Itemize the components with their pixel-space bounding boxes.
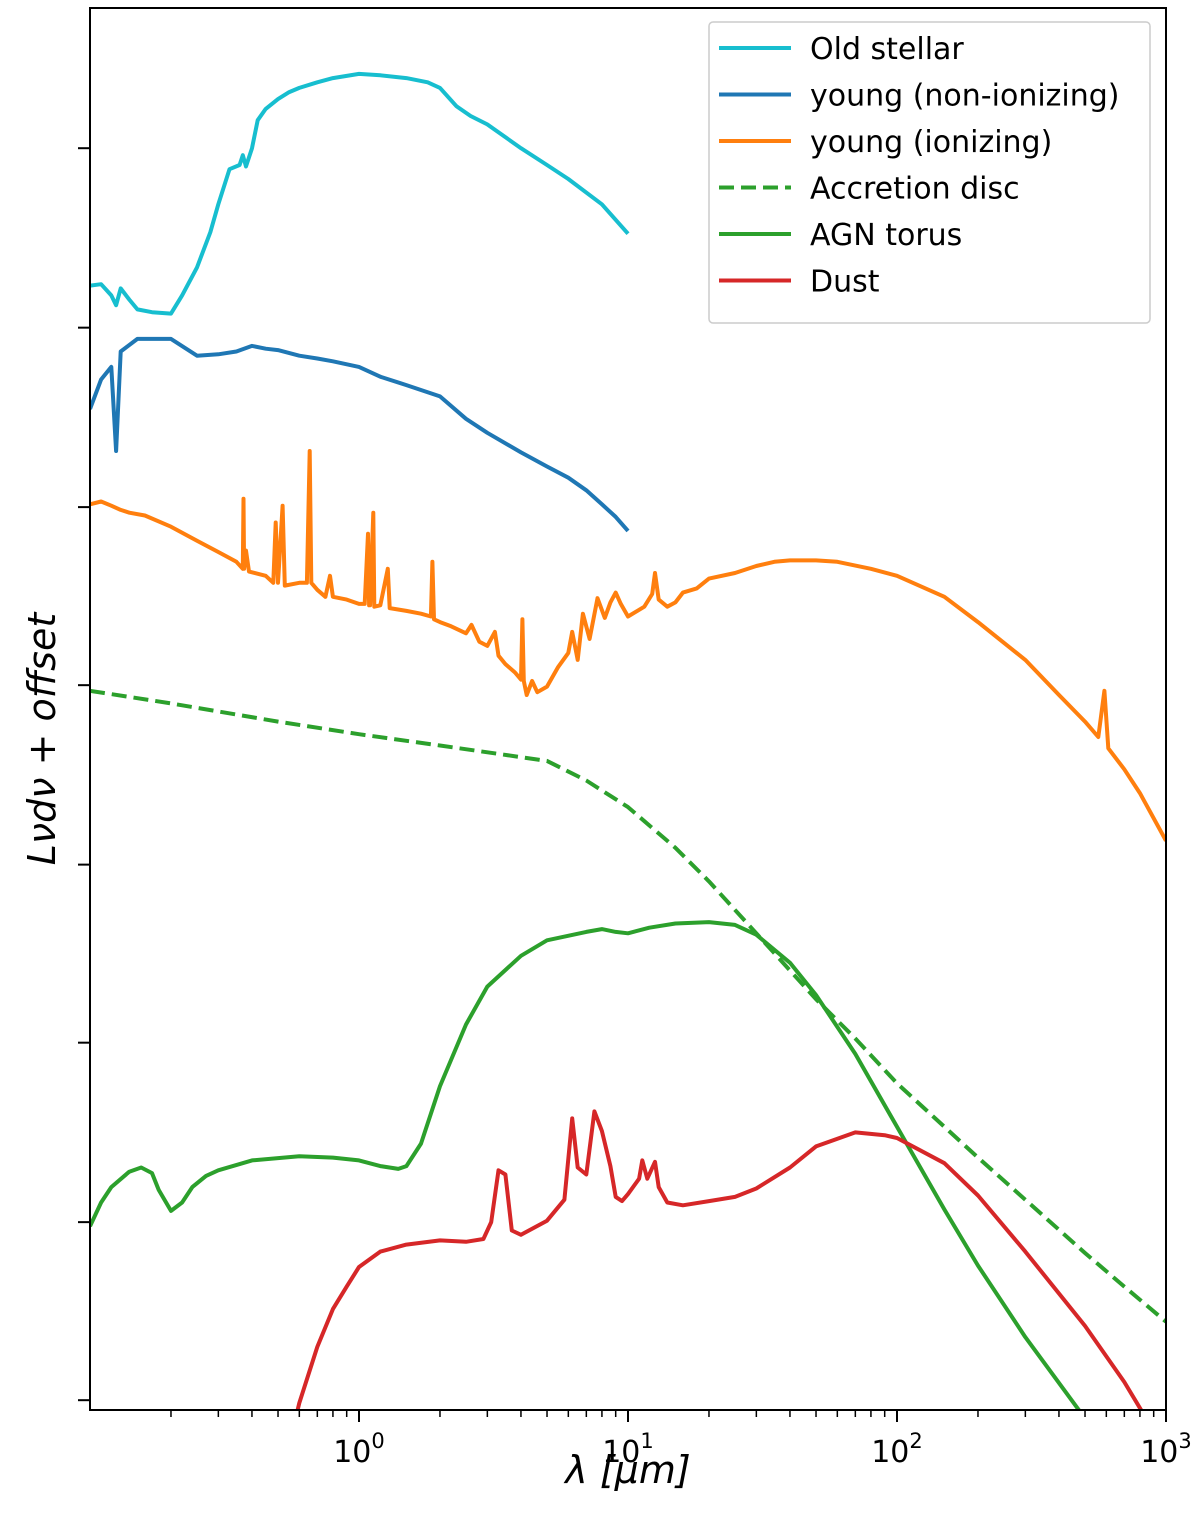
legend-label: young (non-ionizing) (810, 79, 1120, 114)
legend-label: Accretion disc (810, 172, 1020, 207)
y-axis (78, 147, 90, 1402)
series-layer (90, 71, 1166, 1410)
x-tick-label: 102 (871, 1429, 923, 1470)
y-axis-label: Lνdν + offset (20, 611, 64, 866)
series-line-2 (90, 449, 1166, 842)
legend-label: AGN torus (810, 218, 962, 253)
series-line-3 (90, 688, 1166, 1324)
series-line-0 (90, 71, 630, 316)
x-tick-label: 101 (602, 1429, 654, 1470)
x-axis-label: λ [μm] (563, 1448, 690, 1492)
series-line-1 (90, 336, 630, 533)
series-line-5 (295, 1109, 1144, 1410)
x-axis: 100 101 102 103 (170, 1410, 1192, 1470)
legend-box (708, 21, 1151, 324)
legend: Old stellar young (non-ionizing) young (io… (708, 21, 1151, 324)
legend-label: Old stellar (810, 32, 964, 67)
legend-label: Dust (810, 265, 880, 300)
series-line-4 (90, 920, 1082, 1410)
x-tick-label: 103 (1140, 1429, 1192, 1470)
legend-label: young (ionizing) (810, 125, 1052, 160)
x-tick-label: 100 (333, 1429, 385, 1470)
